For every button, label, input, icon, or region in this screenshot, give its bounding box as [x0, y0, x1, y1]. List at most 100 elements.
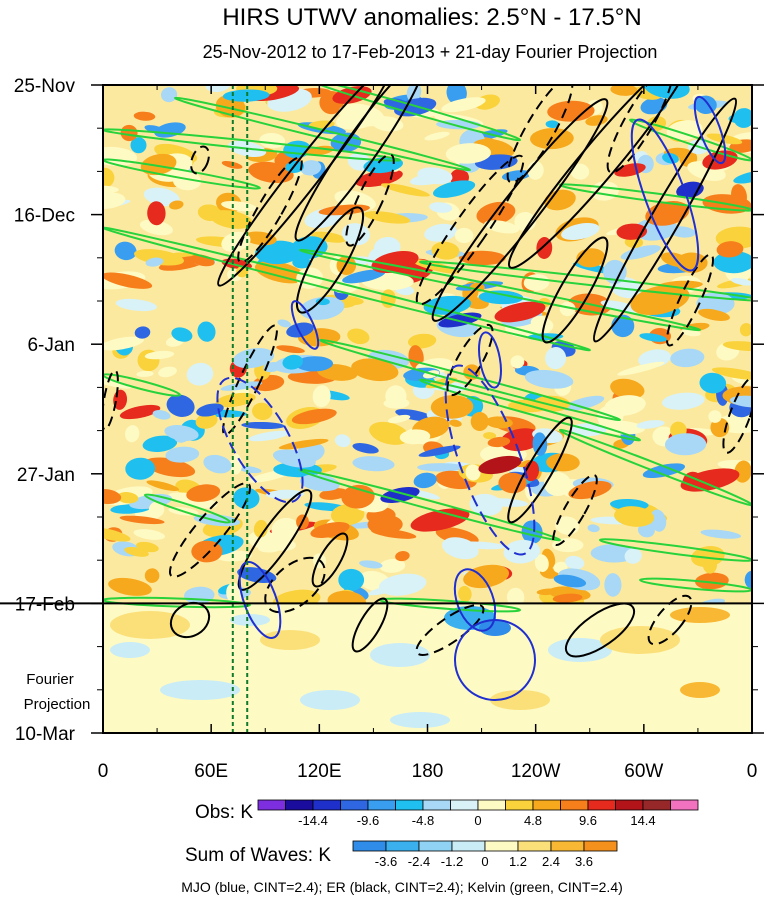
obs-anomaly-blob — [708, 410, 722, 423]
er-contour-negative — [552, 474, 598, 546]
legend-label: 0 — [481, 854, 488, 869]
fourier-label-line2: Projection — [24, 696, 91, 713]
obs-anomaly-blob — [639, 333, 667, 342]
obs-anomaly-blob — [700, 529, 742, 539]
er-contour-positive — [311, 532, 349, 588]
obs-anomaly-blob — [308, 120, 335, 129]
obs-anomaly-blob — [222, 89, 270, 102]
projection-anomaly-blob — [390, 712, 450, 728]
legend-swatch — [505, 799, 534, 811]
er-contour-negative — [345, 153, 395, 247]
obs-anomaly-blob — [116, 492, 139, 504]
obs-anomaly-blob — [413, 472, 437, 489]
kelvin-contour — [308, 85, 522, 142]
kelvin-contour — [419, 378, 641, 442]
obs-anomaly-blob — [445, 143, 492, 164]
obs-anomaly-blob — [145, 257, 164, 267]
projection-anomaly-blob — [160, 680, 240, 700]
obs-strong-anomaly — [630, 284, 690, 316]
mjo-contours — [216, 95, 727, 701]
obs-anomaly-blob — [532, 432, 548, 456]
obs-anomaly-blob — [108, 577, 152, 596]
legend-label: 3.6 — [575, 854, 593, 869]
obs-anomaly-blob — [351, 358, 399, 382]
obs-legend-title: Obs: K — [195, 802, 253, 823]
obs-anomaly-blob — [197, 321, 216, 342]
obs-anomaly-blob — [547, 100, 595, 122]
obs-anomaly-blob — [152, 410, 171, 420]
obs-anomaly-blob — [587, 524, 600, 533]
obs-anomaly-blob — [103, 192, 126, 209]
obs-anomaly-blob — [363, 211, 411, 224]
obs-anomaly-blob — [543, 471, 572, 497]
obs-anomaly-blob — [610, 85, 638, 96]
fourier-label-line1: Fourier — [26, 671, 74, 688]
obs-anomaly-blob — [395, 551, 410, 562]
obs-anomaly-blob — [545, 347, 567, 370]
obs-anomaly-blob — [299, 474, 340, 492]
projection-anomaly-blob — [230, 614, 270, 626]
obs-anomaly-blob — [103, 272, 153, 289]
obs-anomaly-blob — [254, 261, 306, 284]
legend-label: -2.4 — [408, 854, 430, 869]
obs-anomaly-blob — [232, 347, 275, 369]
obs-anomaly-blob — [418, 445, 461, 457]
projection-anomaly-blob — [370, 643, 430, 667]
obs-anomaly-blob — [114, 241, 137, 261]
obs-anomaly-blob — [169, 200, 184, 210]
er-contour-negative — [666, 253, 714, 347]
footer-note: MJO (blue, CINT=2.4); ER (black, CINT=2.… — [181, 879, 623, 895]
obs-anomaly-blob — [429, 202, 453, 213]
kelvin-contour — [298, 248, 702, 332]
obs-anomaly-blob — [171, 327, 193, 342]
obs-anomaly-blob — [561, 223, 600, 240]
legend-swatch — [422, 799, 451, 811]
obs-anomaly-blob — [236, 266, 249, 278]
obs-anomaly-blob — [620, 245, 661, 260]
legend-swatch — [642, 799, 671, 811]
obs-anomaly-blob — [481, 498, 529, 507]
obs-strong-anomaly — [286, 322, 314, 338]
obs-anomaly-blob — [134, 326, 151, 339]
obs-anomaly-blob — [158, 366, 177, 378]
obs-anomaly-blob — [248, 430, 290, 442]
obs-anomaly-blob — [729, 395, 752, 408]
obs-legend: -14.4 -9.6 -4.8 0 4.8 9.6 14.4 — [257, 799, 699, 828]
obs-anomaly-blob — [524, 369, 574, 389]
mjo-contour-positive — [290, 300, 320, 350]
obs-anomaly-blob — [255, 240, 302, 265]
obs-anomaly-blob — [431, 241, 460, 260]
obs-anomaly-blob — [552, 538, 584, 553]
obs-anomaly-blob — [342, 269, 386, 284]
obs-anomaly-blob — [500, 428, 543, 452]
obs-anomaly-blob — [603, 259, 627, 284]
obs-anomaly-blob — [604, 395, 646, 416]
kelvin-contour — [598, 538, 752, 562]
obs-anomaly-blob — [739, 323, 752, 337]
legend-swatch — [395, 799, 424, 811]
y-tick-label: 25-Nov — [14, 76, 76, 97]
er-contour-positive — [295, 206, 365, 314]
x-tick-label: 180 — [412, 761, 444, 782]
legend-swatch — [583, 840, 618, 852]
obs-anomaly-blob — [172, 171, 202, 191]
obs-anomaly-blob — [563, 395, 605, 411]
obs-anomaly-blob — [501, 170, 532, 181]
obs-anomaly-blob — [383, 98, 409, 108]
obs-anomaly-blob — [395, 409, 434, 422]
obs-anomaly-blob — [695, 572, 729, 590]
projection-anomaly-blob — [680, 682, 720, 698]
obs-anomaly-blob — [614, 506, 655, 527]
waves-legend-title: Sum of Waves: K — [185, 845, 331, 866]
obs-anomaly-blob — [359, 560, 383, 569]
projection-anomaly-blob — [479, 620, 511, 636]
obs-anomaly-blob — [253, 519, 268, 538]
kelvin-contour — [143, 493, 232, 524]
er-contour-positive — [294, 85, 426, 242]
obs-anomaly-blob — [258, 544, 281, 553]
obs-anomaly-blob — [385, 385, 407, 408]
obs-anomaly-blob — [278, 438, 329, 450]
obs-anomaly-blob — [446, 85, 467, 105]
obs-anomaly-blob — [276, 345, 305, 354]
x-tick-label: 60E — [194, 761, 228, 782]
